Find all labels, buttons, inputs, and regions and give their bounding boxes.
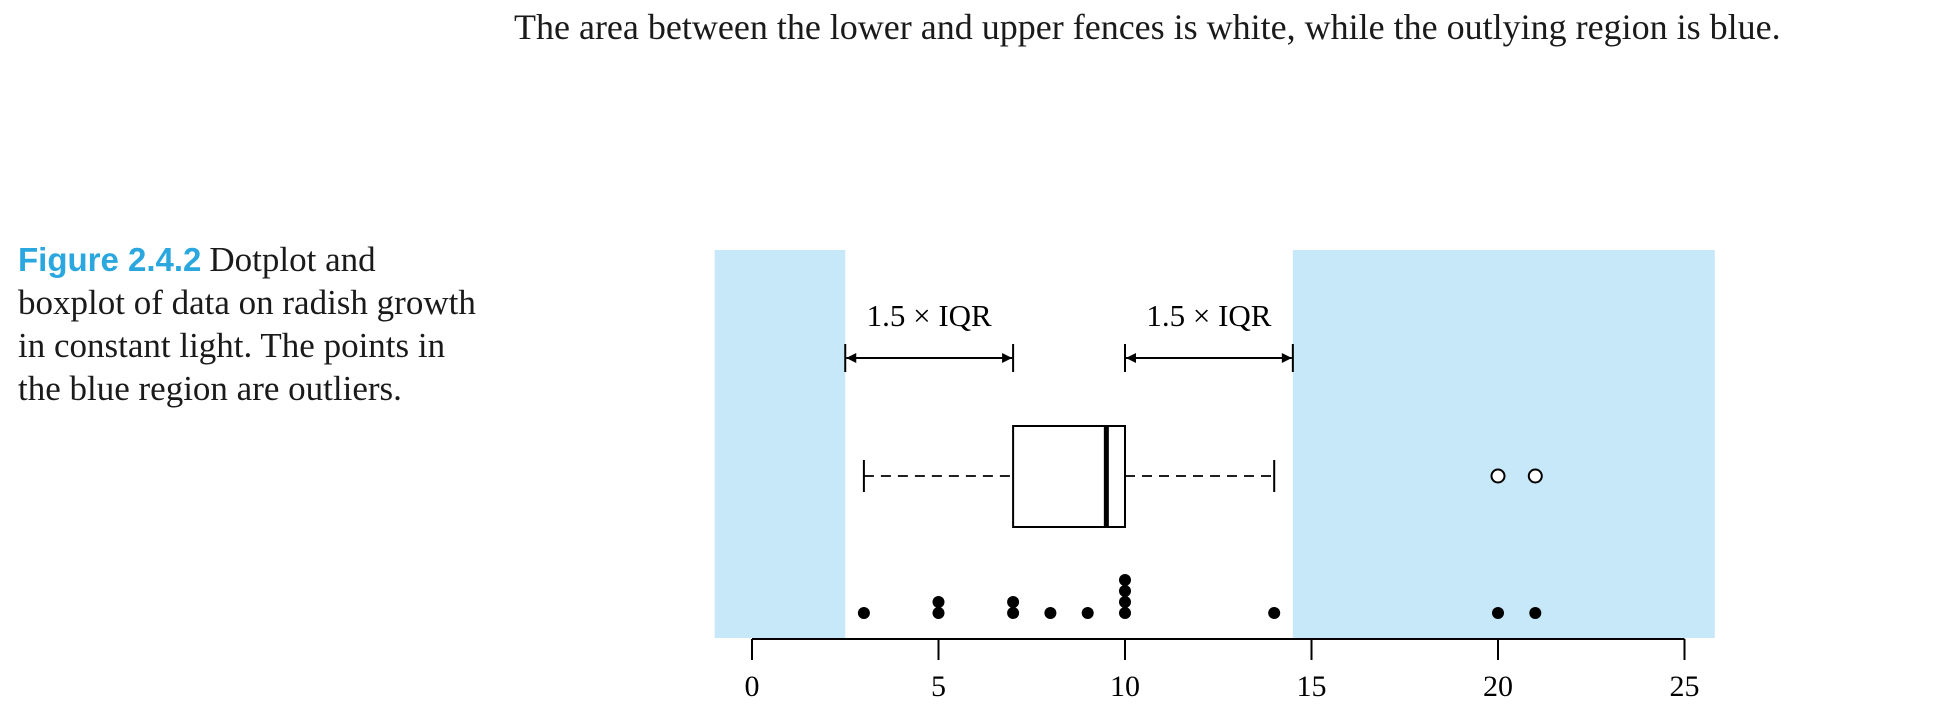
- data-dot: [1119, 574, 1131, 586]
- data-dot: [933, 596, 945, 608]
- data-dot: [1492, 607, 1504, 619]
- lower-outlier-region: [715, 250, 846, 638]
- x-tick-label: 15: [1297, 670, 1327, 703]
- data-dot: [933, 607, 945, 619]
- x-tick-label: 25: [1670, 670, 1700, 703]
- data-dot: [1119, 585, 1131, 597]
- outlier-point: [1492, 470, 1505, 483]
- x-tick-label: 10: [1110, 670, 1140, 703]
- data-dot: [1119, 596, 1131, 608]
- data-dot: [1119, 607, 1131, 619]
- data-dot: [1529, 607, 1541, 619]
- data-dot: [1268, 607, 1280, 619]
- data-dot: [1007, 607, 1019, 619]
- data-dot: [1044, 607, 1056, 619]
- x-tick-label: 5: [931, 670, 946, 703]
- iqr-annotation-label: 1.5 × IQR: [1146, 298, 1271, 333]
- iqr-annotation-label: 1.5 × IQR: [867, 298, 992, 333]
- outlier-point: [1529, 470, 1542, 483]
- x-tick-label: 20: [1483, 670, 1513, 703]
- x-tick-label: 0: [745, 670, 760, 703]
- data-dot: [1007, 596, 1019, 608]
- data-dot: [1082, 607, 1094, 619]
- data-dot: [858, 607, 870, 619]
- upper-outlier-region: [1293, 250, 1715, 638]
